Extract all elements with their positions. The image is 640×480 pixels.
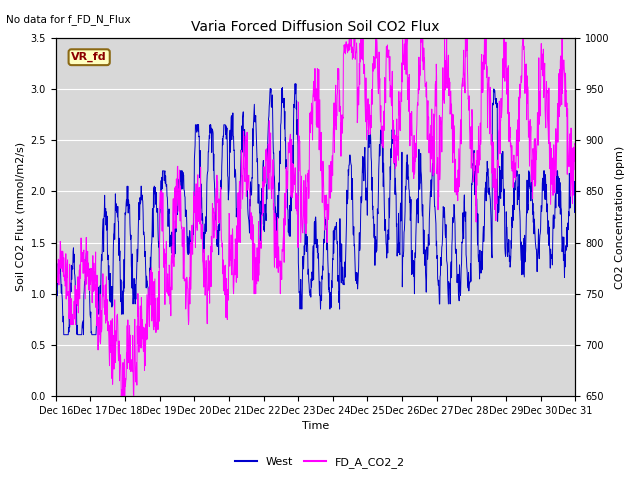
Text: VR_fd: VR_fd <box>72 52 107 62</box>
Legend: West, FD_A_CO2_2: West, FD_A_CO2_2 <box>230 452 410 472</box>
Y-axis label: Soil CO2 Flux (mmol/m2/s): Soil CO2 Flux (mmol/m2/s) <box>15 143 25 291</box>
Text: No data for f_FD_N_Flux: No data for f_FD_N_Flux <box>6 14 131 25</box>
X-axis label: Time: Time <box>302 421 329 432</box>
Title: Varia Forced Diffusion Soil CO2 Flux: Varia Forced Diffusion Soil CO2 Flux <box>191 20 440 34</box>
Y-axis label: CO2 Concentration (ppm): CO2 Concentration (ppm) <box>615 145 625 288</box>
